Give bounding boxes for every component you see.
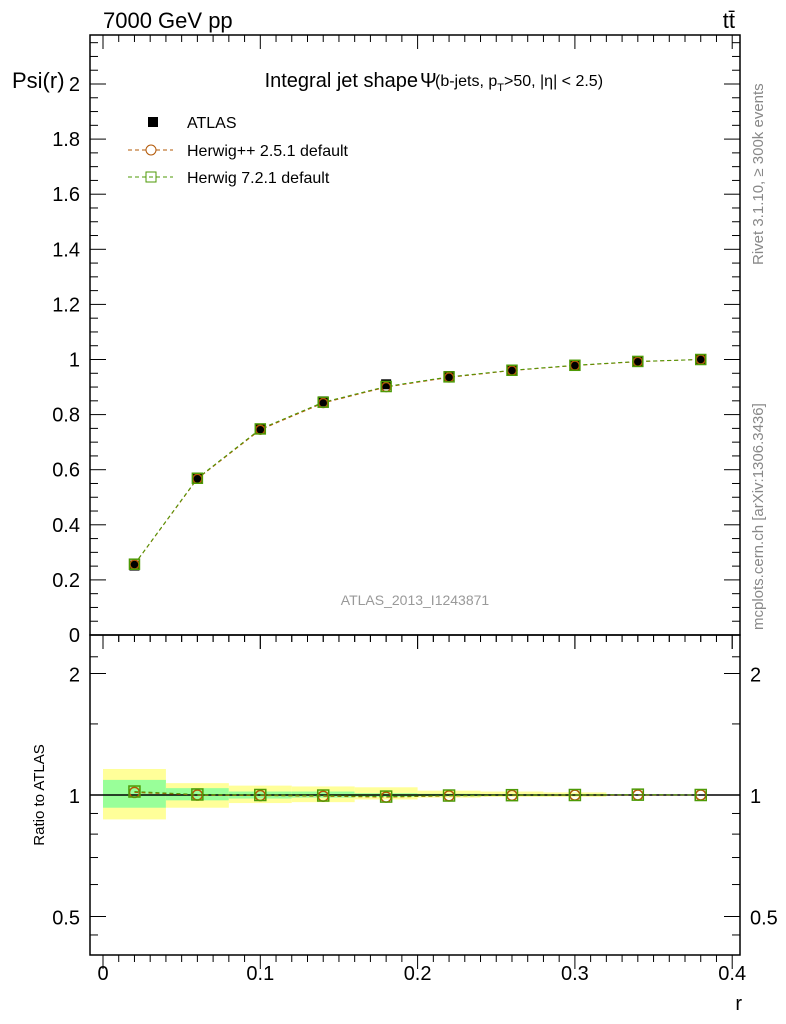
- legend-atlas: ATLAS: [187, 115, 237, 132]
- atlas-point: [506, 364, 517, 375]
- analysis-label: ATLAS_2013_I1243871: [341, 592, 490, 608]
- ratio-point: [254, 788, 267, 802]
- legend-herwig7-marker: [145, 171, 157, 183]
- herwig7-point: [506, 364, 518, 376]
- y-tick-label: 1.4: [52, 239, 80, 261]
- x-tick-label: 0.2: [404, 963, 432, 985]
- ratio-y-tick-label: 2: [69, 665, 80, 687]
- y-tick-label: 0.2: [52, 570, 80, 592]
- y-tick-label: 1.6: [52, 184, 80, 206]
- y-tick-label: 0.6: [52, 460, 80, 482]
- legend: ATLAS Herwig++ 2.5.1 default Herwig 7.2.…: [128, 115, 349, 187]
- ratio-y-tick-label: 0.5: [52, 908, 80, 930]
- herwig7-point: [632, 355, 644, 368]
- atlas-point: [318, 396, 329, 407]
- herwig7-point: [569, 359, 581, 372]
- ratio-point: [191, 788, 204, 801]
- ratio-y-tick-label: 2: [750, 665, 761, 687]
- header-right: tt̄: [723, 8, 735, 33]
- ratio-frame: [89, 634, 741, 956]
- herwig7-point: [254, 423, 267, 435]
- ratio-point: [379, 790, 393, 803]
- ratio-axis-label: Ratio to ATLAS: [31, 744, 48, 845]
- atlas-point: [569, 360, 580, 371]
- ratio-y-tick-label: 0.5: [750, 908, 778, 930]
- series-line: [134, 359, 701, 565]
- legend-atlas-marker: [148, 117, 158, 127]
- legend-herwigpp-marker: [145, 144, 157, 156]
- herwig7-point: [317, 396, 329, 408]
- atlas-point: [192, 473, 203, 484]
- ratio-point: [568, 788, 582, 802]
- x-tick-label: 0.1: [246, 963, 274, 985]
- header-left: 7000 GeV pp: [103, 8, 233, 33]
- series-line: [134, 359, 701, 565]
- atlas-point: [255, 423, 266, 434]
- y-tick-label: 0.4: [52, 515, 80, 537]
- y-tick-label: 1.2: [52, 294, 80, 316]
- ratio-point: [442, 789, 456, 802]
- y-tick-label: 2: [69, 74, 80, 96]
- x-tick-label: 0: [97, 963, 108, 985]
- y-axis-label: Psi(r): [12, 68, 65, 93]
- atlas-point: [632, 356, 643, 367]
- y-tick-label: 0.8: [52, 405, 80, 427]
- x-axis-label: r: [735, 993, 742, 1015]
- rivet-label: Rivet 3.1.10, ≥ 300k events: [750, 83, 767, 265]
- y-tick-label: 1.8: [52, 129, 80, 151]
- chart-title-symbol: Ψ: [420, 70, 437, 92]
- mcplots-label: mcplots.cern.ch [arXiv:1306.3436]: [750, 403, 767, 630]
- legend-herwig7: Herwig 7.2.1 default: [187, 170, 330, 187]
- atlas-point: [381, 379, 392, 390]
- band-stat: [103, 779, 166, 808]
- chart-title-detail: (b-jets, pT>50, |η| < 2.5): [435, 73, 603, 94]
- herwig7-point: [128, 558, 141, 570]
- herwig7-point: [694, 353, 707, 366]
- band-stat: [165, 788, 229, 801]
- chart-title: Integral jet shape: [265, 70, 418, 92]
- herwig7-point: [380, 380, 392, 393]
- ratio-point: [316, 789, 330, 802]
- atlas-point: [129, 560, 140, 571]
- atlas-point: [444, 371, 455, 382]
- legend-herwigpp: Herwig++ 2.5.1 default: [187, 143, 349, 160]
- ratio-point: [631, 788, 645, 801]
- ratio-point: [128, 785, 141, 798]
- ratio-y-tick-label: 1: [750, 786, 761, 808]
- x-tick-label: 0.3: [561, 963, 589, 985]
- y-tick-label: 0: [69, 625, 80, 647]
- ratio-point: [694, 788, 707, 802]
- atlas-point: [695, 354, 706, 365]
- ratio-y-tick-label: 1: [69, 786, 80, 808]
- x-tick-label: 0.4: [718, 963, 746, 985]
- herwig7-point: [443, 371, 455, 383]
- herwig7-point: [191, 472, 204, 484]
- y-tick-label: 1: [69, 350, 80, 372]
- ratio-line: [134, 791, 701, 798]
- ratio-point: [505, 788, 519, 802]
